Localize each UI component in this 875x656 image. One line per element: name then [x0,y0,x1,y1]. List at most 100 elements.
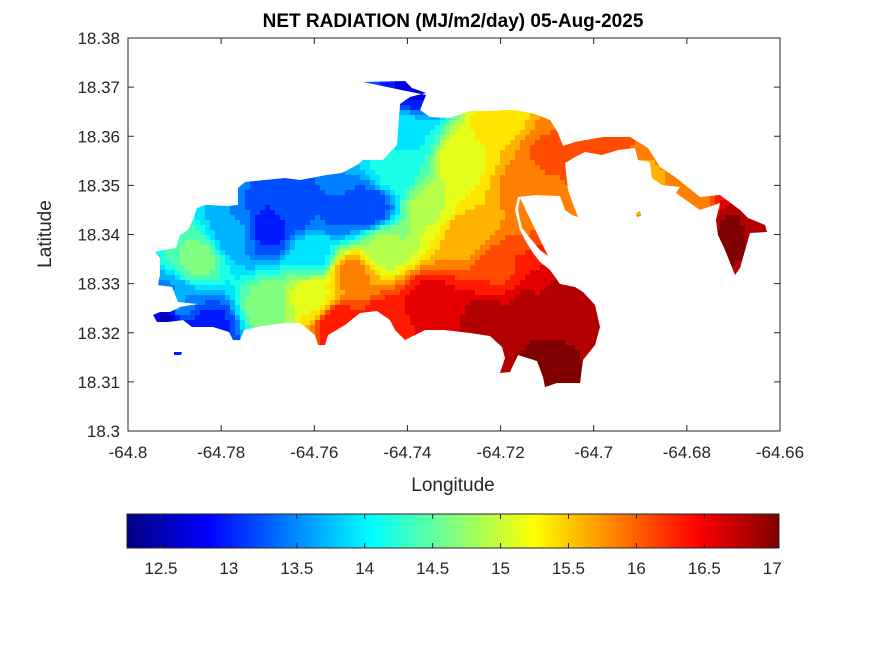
field-cell [570,81,576,86]
field-cell [440,155,446,161]
field-cell [525,215,531,221]
field-cell [290,100,296,106]
field-cell [420,195,426,201]
field-cell [435,215,441,221]
field-cell [665,75,671,81]
field-cell [315,225,321,231]
field-cell [655,125,661,131]
field-cell [475,81,481,86]
field-cell [405,265,411,271]
field-cell [330,185,336,191]
field-cell [420,230,426,236]
field-cell [725,265,731,271]
field-cell [450,240,456,246]
field-cell [500,165,506,171]
field-cell [720,225,726,231]
field-cell [255,235,261,241]
field-cell [535,110,541,116]
field-cell [585,245,591,251]
field-cell [160,220,166,226]
field-cell [770,225,776,231]
field-cell [655,215,661,221]
field-cell [390,75,396,81]
field-cell [740,110,746,116]
field-cell [715,90,721,96]
field-cell [770,105,776,111]
field-cell [545,190,551,196]
field-cell [320,210,326,216]
field-cell [210,200,216,206]
field-cell [165,90,171,96]
field-cell [180,205,186,211]
field-cell [585,165,591,171]
field-cell [470,260,476,266]
field-cell [490,150,496,156]
field-cell [660,150,666,156]
field-cell [320,200,326,206]
field-cell [740,260,746,266]
field-cell [620,135,626,141]
field-cell [525,205,531,211]
field-cell [555,100,561,106]
field-cell [745,95,751,101]
field-cell [605,105,611,111]
field-cell [335,220,341,226]
field-cell [525,190,531,196]
field-cell [495,170,501,176]
field-cell [325,130,331,136]
field-cell [650,140,656,146]
field-cell [345,81,351,86]
field-cell [670,125,676,131]
field-cell [635,95,641,101]
field-cell [715,260,721,266]
field-cell [695,175,701,181]
field-cell [750,170,756,176]
field-cell [330,235,336,241]
field-cell [685,115,691,121]
field-cell [515,180,521,186]
field-cell [760,225,766,231]
field-cell [510,135,516,141]
field-cell [665,230,671,236]
field-cell [305,195,311,201]
field-cell [435,100,441,106]
field-cell [360,220,366,226]
field-cell [320,85,326,91]
field-cell [645,145,651,151]
field-cell [450,85,456,91]
field-cell [380,100,386,106]
field-cell [705,120,711,126]
field-cell [435,135,441,141]
field-cell [735,140,741,146]
field-cell [685,145,691,151]
field-cell [250,205,256,211]
field-cell [650,95,656,101]
field-cell [715,95,721,101]
field-cell [720,140,726,146]
field-cell [565,85,571,91]
field-cell [725,120,731,126]
field-cell [650,175,656,181]
field-cell [185,235,191,241]
field-cell [435,260,441,266]
field-cell [690,255,696,261]
field-cell [410,260,416,266]
field-cell [290,120,296,126]
field-cell [630,185,636,191]
field-cell [210,155,216,161]
field-cell [365,270,371,276]
field-cell [265,215,271,221]
field-cell [255,75,261,81]
field-cell [360,240,366,246]
field-cell [665,165,671,171]
field-cell [200,110,206,116]
field-cell [480,270,486,276]
field-cell [695,190,701,196]
field-cell [410,160,416,166]
field-cell [495,190,501,196]
field-cell [570,130,576,136]
field-cell [375,75,381,81]
field-cell [555,145,561,151]
field-cell [220,205,226,211]
field-cell [570,105,576,111]
